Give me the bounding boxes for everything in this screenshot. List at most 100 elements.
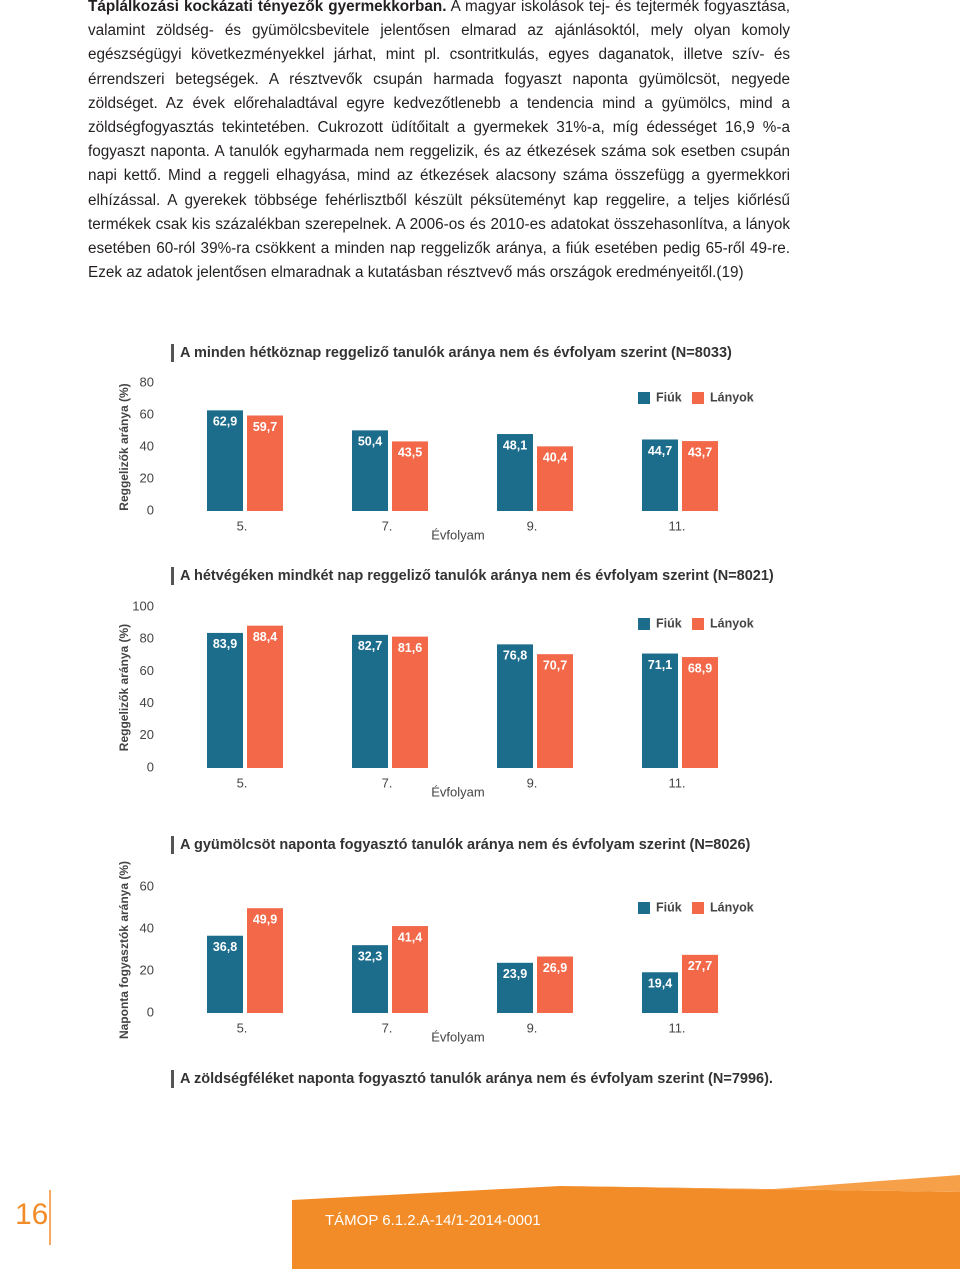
bar xyxy=(352,430,388,511)
legend-swatch xyxy=(638,392,650,404)
x-tick-label: 9. xyxy=(527,518,538,533)
y-axis-label: Naponta fogyasztók aránya (%) xyxy=(117,861,131,1039)
bar xyxy=(537,956,573,1013)
bar xyxy=(537,654,573,768)
value-label: 81,6 xyxy=(398,641,422,655)
value-label: 44,7 xyxy=(648,444,672,458)
chart-title: A gyümölcsöt naponta fogyasztó tanulók a… xyxy=(180,837,751,853)
legend-label: Lányok xyxy=(710,616,754,630)
footer-band xyxy=(292,1186,960,1269)
value-label: 59,7 xyxy=(253,420,277,434)
title-bar xyxy=(171,836,174,854)
legend-swatch xyxy=(692,392,704,404)
x-axis-label: Évfolyam xyxy=(431,527,484,542)
bar xyxy=(247,625,283,768)
value-label: 43,5 xyxy=(398,446,422,460)
y-tick-label: 20 xyxy=(140,962,154,977)
bar xyxy=(682,657,718,768)
x-axis-label: Évfolyam xyxy=(431,784,484,799)
x-tick-label: 5. xyxy=(237,1020,248,1035)
bar xyxy=(497,644,533,768)
project-code: TÁMOP 6.1.2.A-14/1-2014-0001 xyxy=(325,1212,541,1229)
y-tick-label: 40 xyxy=(140,920,154,935)
legend-label: Fiúk xyxy=(656,616,682,630)
value-label: 50,4 xyxy=(358,435,382,449)
y-tick-label: 60 xyxy=(140,663,154,678)
value-label: 70,7 xyxy=(543,658,567,672)
x-tick-label: 11. xyxy=(668,1020,685,1035)
legend-swatch xyxy=(692,902,704,914)
title-bar xyxy=(171,1070,174,1088)
chart-title: A minden hétköznap reggeliző tanulók ará… xyxy=(180,345,732,361)
value-label: 71,1 xyxy=(648,658,672,672)
bar xyxy=(247,908,283,1013)
legend-label: Lányok xyxy=(710,390,754,404)
title-bar xyxy=(171,344,174,362)
bar xyxy=(392,636,428,768)
legend-label: Fiúk xyxy=(656,390,682,404)
y-tick-label: 0 xyxy=(147,1004,154,1019)
bar xyxy=(207,935,243,1013)
value-label: 27,7 xyxy=(688,959,712,973)
bar xyxy=(497,962,533,1013)
y-tick-label: 0 xyxy=(147,502,154,517)
body-text: A magyar iskolások tej- és tejtermék fog… xyxy=(88,0,791,282)
paragraph: Táplálkozási kockázati tényezők gyermekk… xyxy=(88,0,790,285)
value-label: 23,9 xyxy=(503,967,527,981)
value-label: 88,4 xyxy=(253,630,277,644)
bar xyxy=(497,434,533,511)
legend-swatch xyxy=(692,618,704,630)
x-tick-label: 5. xyxy=(237,518,248,533)
y-tick-label: 100 xyxy=(132,598,154,613)
bar xyxy=(392,926,428,1013)
title-bar xyxy=(171,567,174,585)
x-tick-label: 7. xyxy=(382,1020,393,1035)
value-label: 19,4 xyxy=(648,977,672,991)
y-tick-label: 20 xyxy=(140,727,154,742)
value-label: 49,9 xyxy=(253,913,277,927)
value-label: 26,9 xyxy=(543,961,567,975)
value-label: 83,9 xyxy=(213,637,237,651)
x-axis-label: Évfolyam xyxy=(431,1029,484,1044)
bar xyxy=(352,634,388,768)
x-tick-label: 11. xyxy=(668,518,685,533)
x-tick-label: 7. xyxy=(382,518,393,533)
value-label: 32,3 xyxy=(358,949,382,963)
x-tick-label: 5. xyxy=(237,775,248,790)
page-number: 16 xyxy=(15,1198,48,1231)
value-label: 82,7 xyxy=(358,639,382,653)
legend-label: Lányok xyxy=(710,900,754,914)
bar xyxy=(352,945,388,1013)
y-tick-label: 60 xyxy=(140,878,154,893)
value-label: 40,4 xyxy=(543,451,567,465)
value-label: 43,7 xyxy=(688,445,712,459)
y-tick-label: 80 xyxy=(140,374,154,389)
lead: Táplálkozási kockázati tényezők gyermekk… xyxy=(88,0,447,15)
bar xyxy=(642,972,678,1013)
bar xyxy=(642,653,678,768)
y-tick-label: 0 xyxy=(147,759,154,774)
bar xyxy=(642,439,678,511)
y-axis-label: Reggelizők aránya (%) xyxy=(117,624,131,751)
y-tick-label: 40 xyxy=(140,695,154,710)
value-label: 48,1 xyxy=(503,438,527,452)
x-tick-label: 9. xyxy=(527,1020,538,1035)
value-label: 68,9 xyxy=(688,661,712,675)
bar xyxy=(682,441,718,511)
x-tick-label: 11. xyxy=(668,775,685,790)
legend-swatch xyxy=(638,618,650,630)
value-label: 62,9 xyxy=(213,415,237,429)
y-tick-label: 20 xyxy=(140,470,154,485)
chart-title: A zöldségféléket naponta fogyasztó tanul… xyxy=(180,1071,773,1087)
legend-swatch xyxy=(638,902,650,914)
legend-label: Fiúk xyxy=(656,900,682,914)
value-label: 41,4 xyxy=(398,930,422,944)
x-tick-label: 9. xyxy=(527,775,538,790)
bar xyxy=(207,410,243,511)
y-axis-label: Reggelizők aránya (%) xyxy=(117,383,131,510)
bar xyxy=(682,954,718,1013)
x-tick-label: 7. xyxy=(382,775,393,790)
y-tick-label: 60 xyxy=(140,406,154,421)
